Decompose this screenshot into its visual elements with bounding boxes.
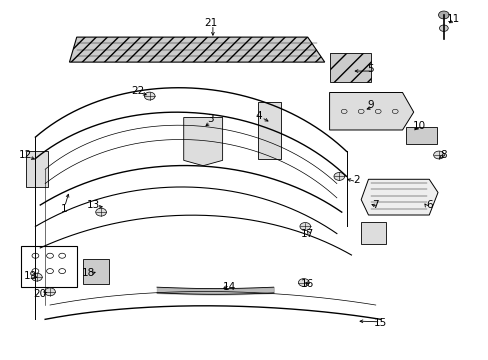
Polygon shape xyxy=(329,53,370,82)
Polygon shape xyxy=(26,151,47,187)
Text: 11: 11 xyxy=(446,14,459,24)
Polygon shape xyxy=(361,179,437,215)
Text: 5: 5 xyxy=(367,64,373,74)
Text: 14: 14 xyxy=(223,282,236,292)
Text: 7: 7 xyxy=(372,200,378,210)
Circle shape xyxy=(439,25,447,31)
Circle shape xyxy=(96,208,106,216)
Polygon shape xyxy=(83,259,109,284)
Text: 22: 22 xyxy=(131,86,144,96)
Polygon shape xyxy=(258,102,281,159)
Polygon shape xyxy=(405,127,436,144)
Circle shape xyxy=(299,222,310,230)
Text: 10: 10 xyxy=(412,121,425,131)
Circle shape xyxy=(438,11,448,19)
Polygon shape xyxy=(69,37,324,62)
Circle shape xyxy=(433,151,444,159)
Polygon shape xyxy=(183,117,222,166)
Text: 2: 2 xyxy=(352,175,359,185)
Text: 4: 4 xyxy=(255,111,262,121)
Circle shape xyxy=(333,172,344,180)
Text: 13: 13 xyxy=(87,200,100,210)
Circle shape xyxy=(44,288,55,296)
Text: 20: 20 xyxy=(34,289,47,299)
Text: 18: 18 xyxy=(82,268,95,278)
Polygon shape xyxy=(329,93,413,130)
Circle shape xyxy=(31,273,42,281)
Text: 17: 17 xyxy=(301,229,314,239)
Polygon shape xyxy=(361,222,385,244)
Text: 15: 15 xyxy=(373,318,386,328)
Circle shape xyxy=(298,279,308,287)
Text: 12: 12 xyxy=(19,150,32,160)
Text: 6: 6 xyxy=(425,200,432,210)
Text: 1: 1 xyxy=(61,203,68,213)
Text: 3: 3 xyxy=(207,114,213,124)
Text: 16: 16 xyxy=(301,279,314,289)
Text: 9: 9 xyxy=(367,100,373,110)
Text: 19: 19 xyxy=(24,271,37,282)
Text: 21: 21 xyxy=(203,18,217,28)
Text: 8: 8 xyxy=(440,150,446,160)
Circle shape xyxy=(144,92,155,100)
